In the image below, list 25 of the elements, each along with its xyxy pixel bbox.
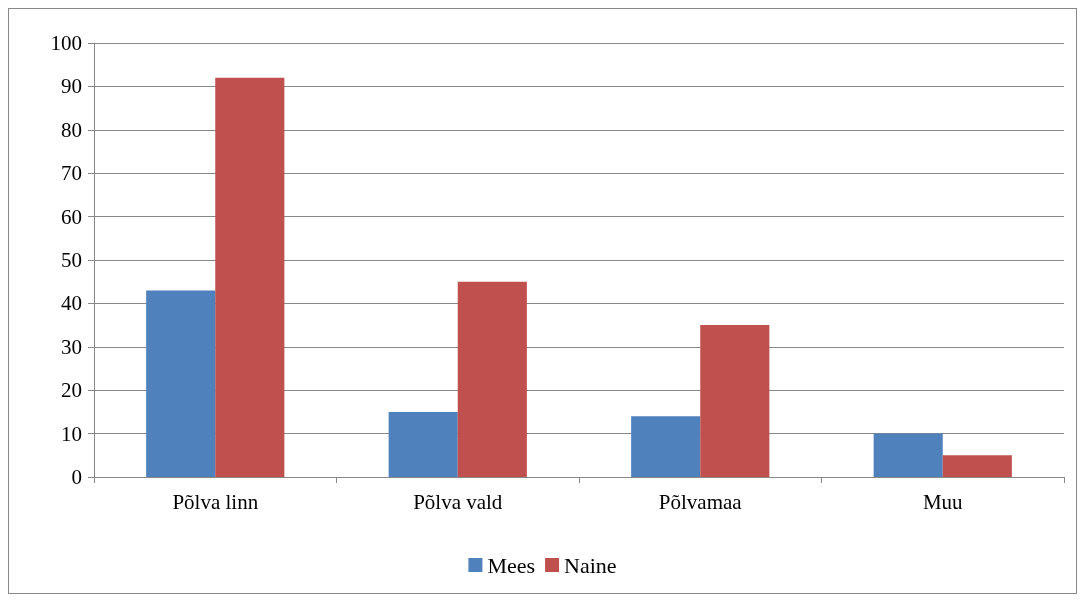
bar bbox=[388, 411, 458, 477]
y-tick-label: 10 bbox=[61, 421, 82, 446]
x-tick-label: Põlva linn bbox=[172, 489, 259, 514]
x-tick-label: Muu bbox=[922, 489, 964, 514]
bar bbox=[457, 281, 527, 477]
x-tick-label: Põlva vald bbox=[413, 489, 503, 514]
y-tick-label: 50 bbox=[61, 248, 82, 272]
y-tick-label: 60 bbox=[61, 204, 82, 229]
bar bbox=[873, 433, 943, 477]
y-tick-label: 30 bbox=[61, 334, 82, 359]
bar bbox=[146, 290, 216, 477]
x-tick-label: Põlvamaa bbox=[658, 489, 743, 514]
y-tick-label: 0 bbox=[71, 465, 82, 489]
y-tick-label: 90 bbox=[61, 74, 82, 99]
bar bbox=[942, 455, 1012, 477]
legend-label: Mees bbox=[487, 552, 536, 578]
y-tick-label: 20 bbox=[61, 378, 82, 403]
legend-label: Naine bbox=[564, 552, 617, 578]
y-tick-label: 80 bbox=[61, 117, 82, 142]
y-tick-label: 40 bbox=[61, 291, 82, 316]
bar bbox=[215, 77, 285, 477]
y-tick-label: 100 bbox=[50, 31, 82, 55]
y-tick-label: 70 bbox=[61, 161, 82, 186]
bar bbox=[700, 325, 770, 477]
bar bbox=[631, 416, 701, 477]
